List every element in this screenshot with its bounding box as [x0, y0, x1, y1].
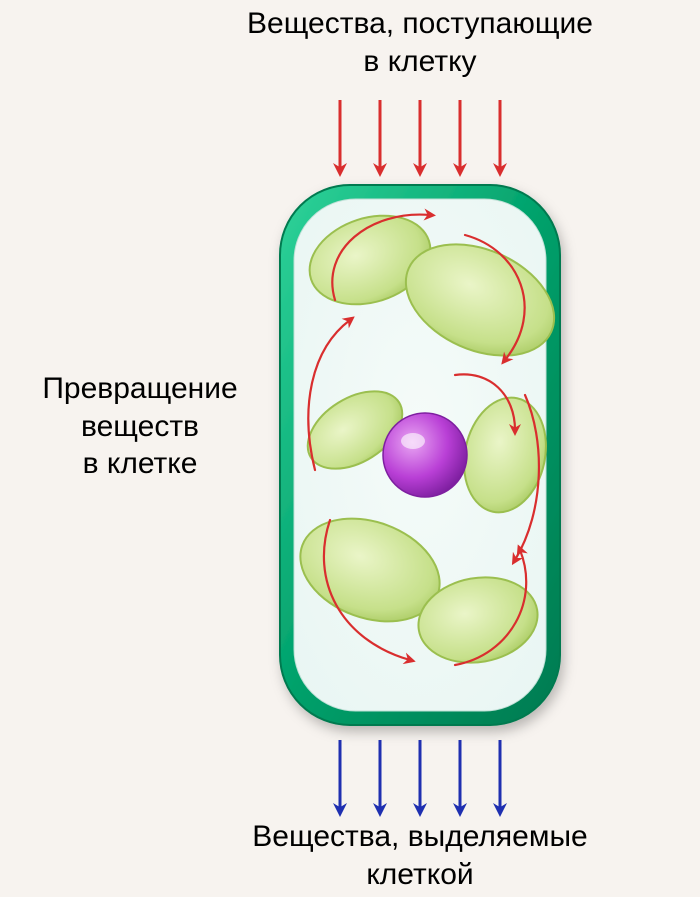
label-transformation-line1: Превращение [0, 370, 280, 408]
label-incoming-line2: в клетку [70, 43, 700, 81]
label-outgoing: Вещества, выделяемые клеткой [70, 818, 700, 893]
label-transformation: Превращение веществ в клетке [0, 370, 280, 483]
label-transformation-line2: веществ [0, 408, 280, 446]
label-incoming: Вещества, поступающие в клетку [70, 5, 700, 80]
label-outgoing-line2: клеткой [70, 856, 700, 894]
nucleus [383, 413, 467, 497]
nucleus-highlight [401, 433, 425, 449]
label-incoming-line1: Вещества, поступающие [70, 5, 700, 43]
diagram-canvas: Вещества, поступающие в клетку Превращен… [0, 0, 700, 897]
label-outgoing-line1: Вещества, выделяемые [70, 818, 700, 856]
label-transformation-line3: в клетке [0, 445, 280, 483]
